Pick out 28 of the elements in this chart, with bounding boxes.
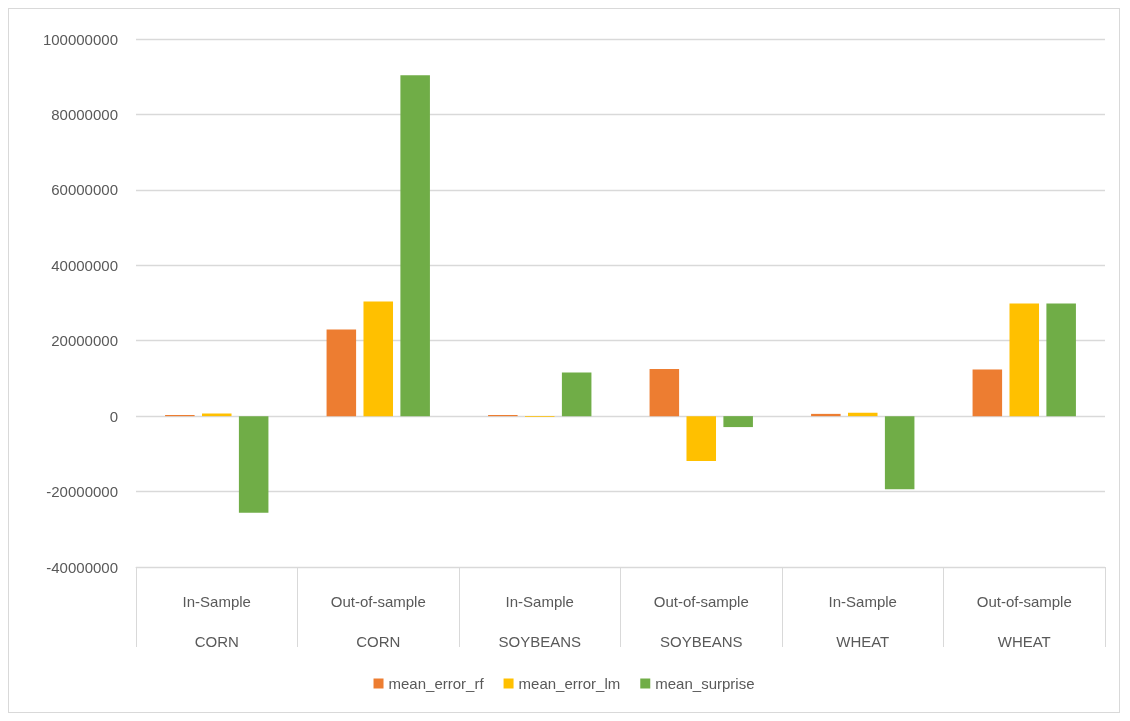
bar bbox=[561, 372, 592, 417]
y-tick-label: 20000000 bbox=[51, 332, 118, 350]
category-label: In-Sample CORN bbox=[182, 592, 251, 650]
bar bbox=[847, 412, 878, 417]
legend-label: mean_error_lm bbox=[518, 675, 621, 692]
bar bbox=[238, 416, 269, 513]
bar bbox=[884, 416, 915, 490]
bar bbox=[326, 329, 357, 417]
bar bbox=[972, 369, 1003, 417]
y-tick-label: 60000000 bbox=[51, 181, 118, 199]
category-label: In-Sample WHEAT bbox=[828, 592, 897, 650]
bar bbox=[686, 416, 717, 462]
y-tick-label: -20000000 bbox=[46, 483, 118, 501]
y-tick-label: 0 bbox=[109, 407, 118, 425]
legend-label: mean_surprise bbox=[655, 675, 755, 692]
y-tick-label: 80000000 bbox=[51, 105, 118, 123]
bar bbox=[363, 301, 394, 417]
category-label: Out-of-sample WHEAT bbox=[976, 592, 1072, 650]
bar bbox=[649, 369, 680, 417]
y-tick-label: -40000000 bbox=[46, 558, 118, 576]
bar bbox=[400, 75, 430, 417]
y-tick-label: 40000000 bbox=[51, 256, 118, 274]
legend-label: mean_error_rf bbox=[388, 675, 485, 692]
bar bbox=[1009, 303, 1040, 417]
bar bbox=[811, 413, 841, 417]
bar bbox=[1046, 303, 1076, 417]
y-tick-label: 100000000 bbox=[42, 30, 118, 48]
bar bbox=[723, 416, 753, 428]
